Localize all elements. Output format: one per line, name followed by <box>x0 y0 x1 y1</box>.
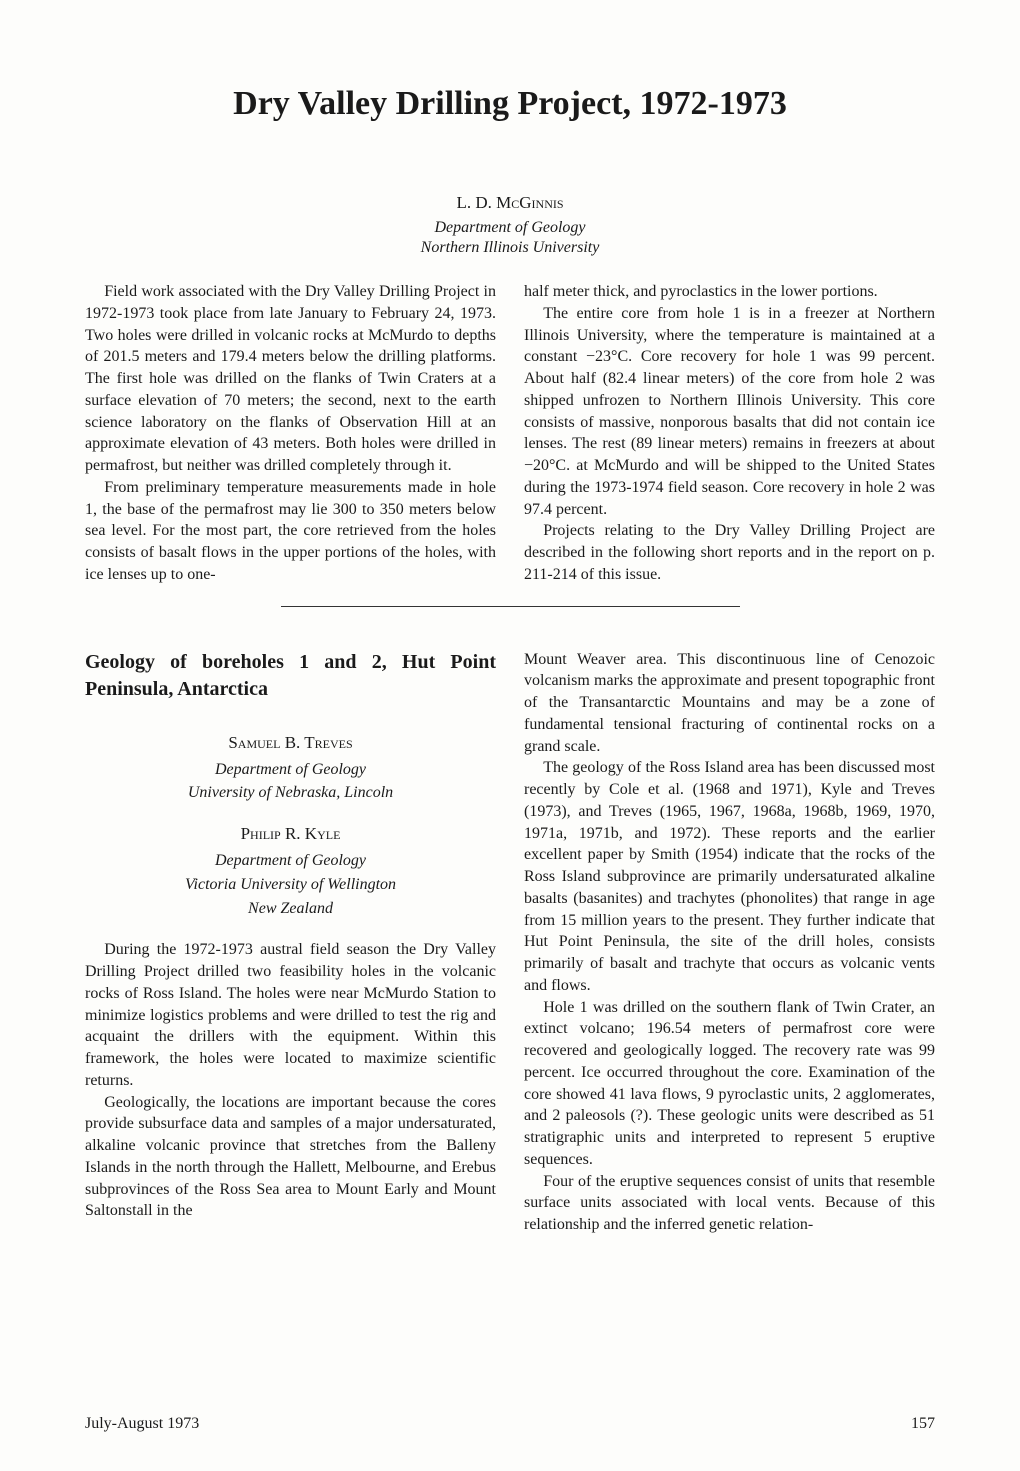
article2-title: Geology of boreholes 1 and 2, Hut Point … <box>85 649 496 703</box>
body-paragraph: The entire core from hole 1 is in a free… <box>524 303 935 521</box>
body-paragraph: From preliminary temperature measurement… <box>85 477 496 586</box>
section-divider <box>281 606 740 607</box>
body-paragraph: Geologically, the locations are importan… <box>85 1092 496 1223</box>
author-affiliation: Victoria University of Wellington <box>85 874 496 896</box>
author-name: Philip R. Kyle <box>85 822 496 845</box>
right-column: half meter thick, and pyroclastics in th… <box>524 281 935 586</box>
body-paragraph: Field work associated with the Dry Valle… <box>85 281 496 477</box>
author-affiliation: Department of Geology <box>85 850 496 872</box>
article-title: Dry Valley Drilling Project, 1972-1973 <box>85 85 935 123</box>
body-paragraph: Mount Weaver area. This discontinuous li… <box>524 649 935 758</box>
author-affiliation: Department of Geology <box>85 759 496 781</box>
article2-columns: Geology of boreholes 1 and 2, Hut Point … <box>85 649 935 1236</box>
footer-issue: July-August 1973 <box>85 1415 199 1433</box>
author-name: Samuel B. Treves <box>85 731 496 754</box>
author-name: L. D. McGinnis <box>85 193 935 213</box>
author-affiliation: University of Nebraska, Lincoln <box>85 782 496 804</box>
body-paragraph: Four of the eruptive sequences consist o… <box>524 1171 935 1236</box>
left-column: Field work associated with the Dry Valle… <box>85 281 496 586</box>
left-column: Geology of boreholes 1 and 2, Hut Point … <box>85 649 496 1236</box>
author-affiliation: Northern Illinois University <box>85 239 935 257</box>
author-affiliation: New Zealand <box>85 898 496 920</box>
body-paragraph: Hole 1 was drilled on the southern flank… <box>524 997 935 1171</box>
body-paragraph: During the 1972-1973 austral field seaso… <box>85 939 496 1091</box>
body-paragraph: Projects relating to the Dry Valley Dril… <box>524 520 935 585</box>
right-column: Mount Weaver area. This discontinuous li… <box>524 649 935 1236</box>
page-footer: July-August 1973 157 <box>85 1415 935 1433</box>
author-affiliation: Department of Geology <box>85 219 935 237</box>
body-paragraph: half meter thick, and pyroclastics in th… <box>524 281 935 303</box>
body-paragraph: The geology of the Ross Island area has … <box>524 757 935 996</box>
page-number: 157 <box>911 1415 935 1433</box>
article-columns: Field work associated with the Dry Valle… <box>85 281 935 586</box>
